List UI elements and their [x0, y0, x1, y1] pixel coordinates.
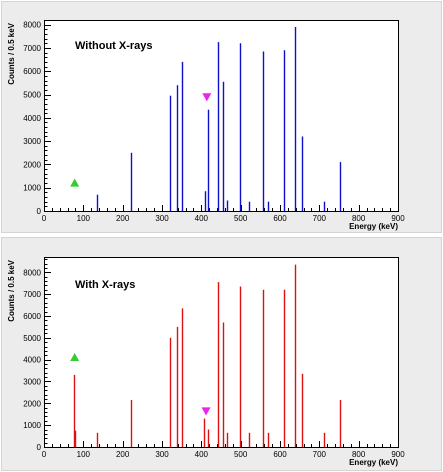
x-axis-title: Energy (keV) [349, 222, 398, 231]
x-tick-label: 300 [155, 450, 169, 459]
y-tick-label: 5000 [23, 334, 41, 343]
chart-title: With X-rays [75, 279, 135, 291]
x-tick-label: 0 [42, 450, 47, 459]
x-tick-label: 400 [195, 214, 209, 223]
y-axis-ticks: 0 1000 2000 3000 4000 5000 6000 7000 8000 [23, 259, 51, 452]
x-tick-label: 300 [155, 214, 169, 223]
y-tick-label: 4000 [23, 356, 41, 365]
y-tick-label: 3000 [23, 377, 41, 386]
y-axis-title: Counts / 0.5 keV [7, 22, 16, 84]
y-tick-label: 1000 [23, 421, 41, 430]
y-tick-label: 8000 [23, 21, 41, 30]
chart-panel-2: 0 100 200 300 400 500 600 700 800 900 0 1000 2000 300… [1, 237, 442, 471]
x-tick-label: 900 [391, 450, 405, 459]
plot-area [44, 20, 399, 212]
marker-triangle-down [201, 407, 211, 416]
x-tick-label: 400 [195, 450, 209, 459]
x-tick-label: 800 [352, 450, 366, 459]
spectrum-lines [73, 264, 342, 447]
y-axis-title: Counts / 0.5 keV [7, 259, 16, 321]
marker-triangle-up [70, 178, 80, 187]
x-tick-label: 0 [42, 214, 47, 223]
y-tick-label: 8000 [23, 268, 41, 277]
x-tick-label: 600 [273, 214, 287, 223]
marker-triangle-down [202, 93, 212, 102]
x-tick-label: 900 [391, 214, 405, 223]
y-tick-label: 3000 [23, 137, 41, 146]
x-axis-ticks: 0 100 200 300 400 500 600 700 800 900 [42, 205, 405, 223]
y-tick-label: 2000 [23, 160, 41, 169]
x-axis-title: Energy (keV) [349, 458, 398, 467]
spectrum-lines [96, 26, 342, 211]
x-tick-label: 700 [313, 214, 327, 223]
chart-title: Without X-rays [75, 40, 153, 52]
chart-panel-1: 0 100 200 300 400 500 600 700 800 900 0 1000 2000 300… [1, 1, 442, 233]
y-tick-label: 6000 [23, 312, 41, 321]
y-axis-ticks: 0 1000 2000 3000 4000 5000 6000 7000 8000 [23, 20, 51, 216]
marker-triangle-up [70, 352, 80, 362]
x-tick-label: 200 [116, 450, 130, 459]
x-tick-label: 700 [313, 450, 327, 459]
y-tick-label: 0 [37, 207, 42, 216]
x-tick-label: 500 [234, 214, 248, 223]
x-tick-label: 200 [116, 214, 130, 223]
plot-area [44, 257, 399, 448]
x-tick-label: 100 [77, 450, 91, 459]
x-tick-label: 600 [273, 450, 287, 459]
y-tick-label: 5000 [23, 91, 41, 100]
x-tick-label: 100 [77, 214, 91, 223]
x-tick-label: 800 [352, 214, 366, 223]
y-tick-label: 6000 [23, 67, 41, 76]
y-tick-label: 2000 [23, 399, 41, 408]
y-tick-label: 1000 [23, 184, 41, 193]
x-axis-ticks: 0 100 200 300 400 500 600 700 800 900 [42, 441, 405, 459]
y-tick-label: 7000 [23, 44, 41, 53]
y-tick-label: 4000 [23, 114, 41, 123]
x-tick-label: 500 [234, 450, 248, 459]
y-tick-label: 0 [37, 443, 42, 452]
y-tick-label: 7000 [23, 290, 41, 299]
